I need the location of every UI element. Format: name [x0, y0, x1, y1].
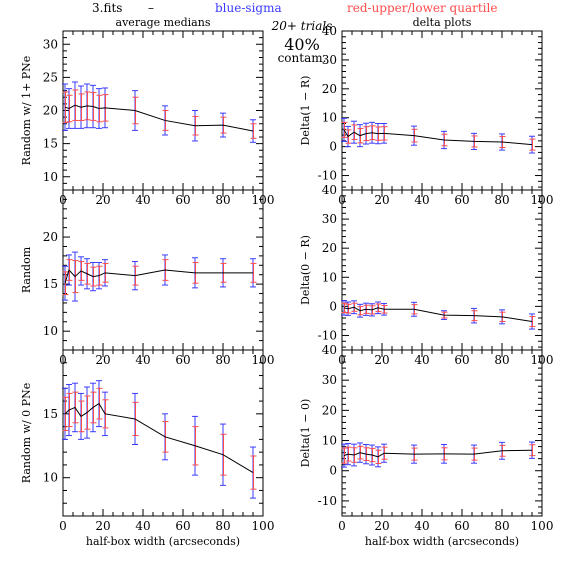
x-tick-label: 40 — [414, 353, 429, 367]
x-tick-label: 20 — [374, 353, 389, 367]
y-axis-label: Random w/ 1+ PNe — [20, 56, 33, 166]
y-axis-label: Random — [20, 246, 33, 293]
y-tick-label: 10 — [43, 324, 58, 338]
y-axis-label: Random w/ 0 PNe — [20, 383, 33, 483]
y-tick-label: -10 — [318, 169, 337, 183]
x-tick-label: 60 — [454, 193, 469, 207]
y-tick-label: 40 — [322, 343, 337, 357]
y-tick-label: 30 — [322, 212, 337, 226]
y-tick-label: 10 — [322, 434, 337, 448]
y-tick-label: 20 — [43, 104, 58, 118]
y-tick-label: 10 — [43, 170, 58, 184]
y-tick-label: 40 — [322, 24, 337, 38]
y-tick-label: 0 — [329, 299, 337, 313]
y-tick-label: 40 — [322, 183, 337, 197]
median-line — [343, 129, 533, 146]
legend-header: 3.fits – blue-sigma red-upper/lower quar… — [92, 1, 497, 15]
panel-frame — [341, 349, 543, 517]
y-tick-label: 20 — [322, 241, 337, 255]
panel-title: average medians — [116, 16, 211, 29]
y-tick-label: 10 — [43, 471, 58, 485]
x-tick-label: 80 — [494, 519, 509, 533]
x-tick-label: 100 — [531, 519, 554, 533]
y-tick-label: 0 — [329, 464, 337, 478]
x-tick-label: 40 — [414, 193, 429, 207]
x-tick-label: 80 — [215, 353, 230, 367]
file-name-label: 3.fits — [92, 1, 122, 15]
y-tick-label: 15 — [43, 277, 58, 291]
y-tick-label: 15 — [43, 137, 58, 151]
x-tick-label: 20 — [95, 519, 110, 533]
x-tick-label: 80 — [215, 193, 230, 207]
x-tick-label: 40 — [135, 193, 150, 207]
x-tick-label: 20 — [374, 193, 389, 207]
x-tick-label: 60 — [454, 519, 469, 533]
x-tick-label: 20 — [374, 519, 389, 533]
red-quartile-legend: red-upper/lower quartile — [347, 1, 497, 15]
x-tick-label: 0 — [59, 519, 67, 533]
dash-label: – — [148, 1, 154, 15]
y-tick-label: 30 — [322, 373, 337, 387]
y-tick-label: -10 — [318, 494, 337, 508]
x-tick-label: 60 — [175, 353, 190, 367]
y-tick-label: 10 — [322, 111, 337, 125]
x-tick-label: 20 — [95, 193, 110, 207]
x-axis-label: half-box width (arcseconds) — [86, 535, 240, 548]
y-tick-label: 0 — [329, 140, 337, 154]
x-tick-label: 60 — [175, 193, 190, 207]
median-line — [343, 306, 533, 322]
x-tick-label: 60 — [454, 353, 469, 367]
contam-word-label: contam. — [278, 51, 327, 65]
panel-title: delta plots — [413, 16, 472, 29]
panel-frame — [341, 30, 543, 191]
median-line — [64, 402, 254, 474]
x-axis-label: half-box width (arcseconds) — [365, 535, 519, 548]
trials-label: 20+ trials — [271, 19, 333, 33]
y-axis-label: Delta(0 − R) — [299, 235, 312, 305]
y-tick-label: -10 — [318, 328, 337, 342]
contam-percent-label: 40% — [284, 35, 320, 54]
x-tick-label: 40 — [135, 353, 150, 367]
x-tick-label: 80 — [494, 353, 509, 367]
x-tick-label: 80 — [494, 193, 509, 207]
blue-sigma-legend: blue-sigma — [215, 1, 282, 15]
panel-frame — [341, 189, 543, 351]
x-tick-label: 40 — [414, 519, 429, 533]
y-tick-label: 15 — [43, 407, 58, 421]
x-tick-label: 60 — [175, 519, 190, 533]
x-tick-label: 80 — [215, 519, 230, 533]
median-line — [64, 104, 254, 132]
contamination-annotation: 20+ trials 40% contam. — [271, 19, 333, 65]
panel-frame — [62, 349, 264, 517]
y-tick-label: 10 — [322, 270, 337, 284]
y-axis-label: Delta(1 − 0) — [299, 399, 312, 468]
x-tick-label: 40 — [135, 519, 150, 533]
x-tick-label: 0 — [338, 519, 346, 533]
y-axis-label: Delta(1 − R) — [299, 76, 312, 146]
y-tick-label: 25 — [43, 70, 58, 84]
panel-5: 0 20 40 60 80 100 10 15 Random w/ 0 PNe half-box … — [20, 349, 275, 548]
y-tick-label: 20 — [322, 82, 337, 96]
x-tick-label: 100 — [252, 519, 275, 533]
median-line — [64, 269, 253, 284]
x-tick-label: 20 — [95, 353, 110, 367]
y-tick-label: 20 — [43, 230, 58, 244]
y-tick-label: 20 — [322, 403, 337, 417]
y-tick-label: 30 — [322, 53, 337, 67]
median-line — [343, 449, 533, 458]
y-tick-label: 30 — [43, 37, 58, 51]
